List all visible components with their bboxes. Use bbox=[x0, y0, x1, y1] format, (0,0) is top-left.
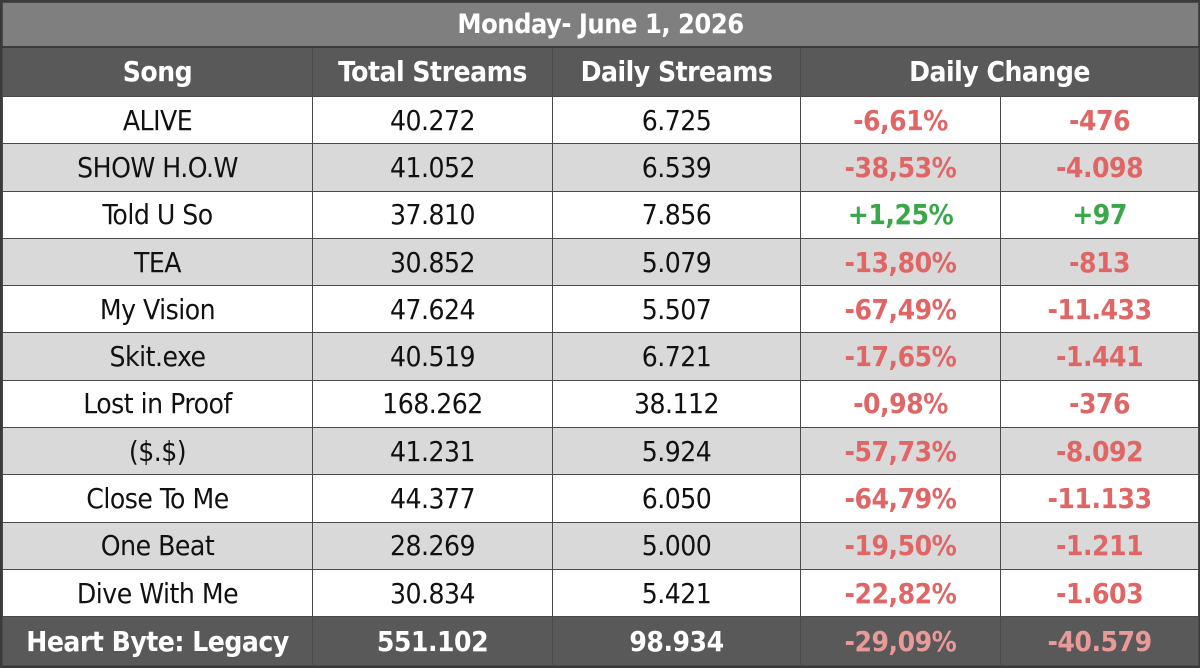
daily-streams-cell: 5.421 bbox=[552, 568, 801, 618]
total-streams-cell: 40.272 bbox=[312, 95, 553, 145]
daily-streams-cell: 5.000 bbox=[552, 521, 801, 570]
daily-streams-cell: 6.721 bbox=[552, 332, 801, 381]
table-row: ($.$) 41.231 5.924 -57,73% -8.092 bbox=[2, 427, 1200, 476]
table-row: Lost in Proof 168.262 38.112 -0,98% -376 bbox=[2, 379, 1200, 429]
change-absolute-cell: -376 bbox=[999, 379, 1200, 429]
header-song: Song bbox=[2, 46, 313, 97]
change-absolute-cell: -8.092 bbox=[999, 427, 1200, 476]
table-row: TEA 30.852 5.079 -13,80% -813 bbox=[2, 237, 1200, 287]
song-cell: Told U So bbox=[2, 190, 313, 239]
table-row: SHOW H.O.W 41.052 6.539 -38,53% -4.098 bbox=[2, 143, 1200, 192]
total-streams-cell: 30.834 bbox=[312, 568, 553, 618]
total-streams-cell: 41.052 bbox=[312, 143, 553, 192]
header-daily-change: Daily Change bbox=[799, 46, 1200, 97]
change-absolute-cell: -1.603 bbox=[999, 568, 1200, 618]
total-streams-cell: 44.377 bbox=[312, 474, 553, 523]
total-streams-cell: 37.810 bbox=[312, 190, 553, 239]
daily-streams-cell: 6.050 bbox=[552, 474, 801, 523]
song-cell: Close To Me bbox=[2, 474, 313, 523]
change-percent-cell: -67,49% bbox=[800, 285, 1001, 334]
change-absolute-cell: -1.211 bbox=[999, 521, 1200, 570]
daily-streams-cell: 38.112 bbox=[552, 379, 801, 429]
song-cell: Dive With Me bbox=[2, 568, 313, 618]
table-row: Told U So 37.810 7.856 +1,25% +97 bbox=[2, 190, 1200, 239]
change-percent-cell: -22,82% bbox=[800, 568, 1001, 618]
total-label: Heart Byte: Legacy bbox=[2, 616, 313, 667]
change-percent-cell: +1,25% bbox=[800, 190, 1001, 239]
change-percent-cell: -38,53% bbox=[800, 143, 1001, 192]
total-change-percent: -29,09% bbox=[800, 616, 1001, 667]
daily-streams-cell: 7.856 bbox=[552, 190, 801, 239]
title-row: Monday- June 1, 2026 bbox=[1, 2, 1200, 48]
total-daily-streams: 98.934 bbox=[552, 616, 801, 667]
header-row: Song Total Streams Daily Streams Daily C… bbox=[2, 46, 1200, 97]
table-row: Dive With Me 30.834 5.421 -22,82% -1.603 bbox=[2, 568, 1200, 618]
daily-streams-cell: 6.725 bbox=[552, 95, 801, 145]
total-row: Heart Byte: Legacy 551.102 98.934 -29,09… bbox=[2, 616, 1200, 667]
change-percent-cell: -6,61% bbox=[800, 95, 1001, 145]
total-total-streams: 551.102 bbox=[312, 616, 553, 667]
total-streams-cell: 41.231 bbox=[312, 427, 553, 476]
change-absolute-cell: -476 bbox=[999, 95, 1200, 145]
header-total-streams: Total Streams bbox=[312, 46, 553, 97]
total-streams-cell: 30.852 bbox=[312, 237, 553, 287]
table-row: Close To Me 44.377 6.050 -64,79% -11.133 bbox=[2, 474, 1200, 523]
table-row: ALIVE 40.272 6.725 -6,61% -476 bbox=[2, 95, 1200, 145]
total-streams-cell: 168.262 bbox=[312, 379, 553, 429]
change-absolute-cell: -11.433 bbox=[999, 285, 1200, 334]
daily-streams-cell: 5.924 bbox=[552, 427, 801, 476]
change-absolute-cell: +97 bbox=[999, 190, 1200, 239]
change-percent-cell: -19,50% bbox=[800, 521, 1001, 570]
total-streams-cell: 40.519 bbox=[312, 332, 553, 381]
change-percent-cell: -57,73% bbox=[800, 427, 1001, 476]
table-body: ALIVE 40.272 6.725 -6,61% -476 SHOW H.O.W 41.0… bbox=[2, 95, 1200, 618]
table-row: One Beat 28.269 5.000 -19,50% -1.211 bbox=[2, 521, 1200, 570]
total-streams-cell: 28.269 bbox=[312, 521, 553, 570]
change-percent-cell: -64,79% bbox=[800, 474, 1001, 523]
song-cell: One Beat bbox=[2, 521, 313, 570]
table-row: Skit.exe 40.519 6.721 -17,65% -1.441 bbox=[2, 332, 1200, 381]
song-cell: ALIVE bbox=[2, 95, 313, 145]
table-title: Monday- June 1, 2026 bbox=[1, 2, 1200, 48]
table-row: My Vision 47.624 5.507 -67,49% -11.433 bbox=[2, 285, 1200, 334]
header-daily-streams: Daily Streams bbox=[552, 46, 801, 97]
daily-streams-cell: 6.539 bbox=[552, 143, 801, 192]
change-absolute-cell: -11.133 bbox=[999, 474, 1200, 523]
change-percent-cell: -13,80% bbox=[800, 237, 1001, 287]
daily-streams-cell: 5.079 bbox=[552, 237, 801, 287]
change-percent-cell: -0,98% bbox=[800, 379, 1001, 429]
change-absolute-cell: -1.441 bbox=[999, 332, 1200, 381]
daily-streams-cell: 5.507 bbox=[552, 285, 801, 334]
song-cell: Lost in Proof bbox=[2, 379, 313, 429]
change-absolute-cell: -4.098 bbox=[999, 143, 1200, 192]
song-cell: Skit.exe bbox=[2, 332, 313, 381]
total-streams-cell: 47.624 bbox=[312, 285, 553, 334]
song-cell: TEA bbox=[2, 237, 313, 287]
song-cell: SHOW H.O.W bbox=[2, 143, 313, 192]
song-cell: My Vision bbox=[2, 285, 313, 334]
change-percent-cell: -17,65% bbox=[800, 332, 1001, 381]
song-cell: ($.$) bbox=[2, 427, 313, 476]
total-change-absolute: -40.579 bbox=[999, 616, 1200, 667]
change-absolute-cell: -813 bbox=[999, 237, 1200, 287]
